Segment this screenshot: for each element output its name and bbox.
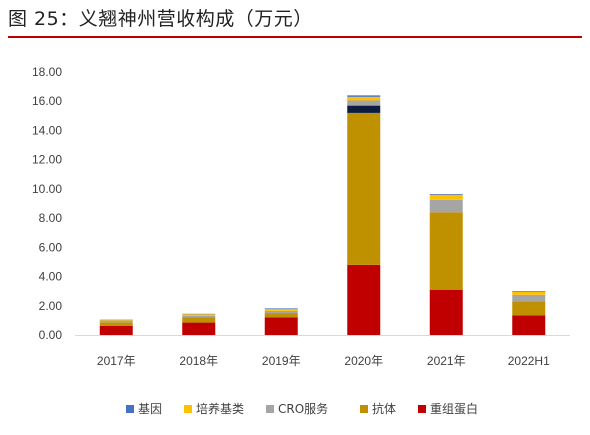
bar-segment — [512, 291, 546, 295]
bar-segment — [264, 308, 298, 310]
y-tick-label: 8.00 — [39, 211, 63, 225]
y-tick-label: 14.00 — [32, 123, 62, 137]
bar-segment — [429, 194, 463, 195]
bar-segment — [512, 291, 546, 292]
bar-segment — [429, 289, 463, 335]
y-tick-label: 10.00 — [32, 182, 62, 196]
bar-segment — [347, 96, 381, 101]
title-divider — [8, 36, 582, 38]
bar-segment — [264, 317, 298, 335]
x-tick-label: 2019年 — [262, 354, 301, 368]
bar-segment — [264, 313, 298, 318]
bar-segment — [99, 325, 133, 335]
bar-segment — [182, 315, 216, 318]
bar-segment — [182, 314, 216, 316]
bar-segment — [429, 199, 463, 213]
legend-swatch — [360, 405, 368, 413]
x-tick-label: 2018年 — [179, 354, 218, 368]
bar-segment — [347, 95, 381, 97]
bar-segment — [264, 309, 298, 311]
bar-segment — [347, 264, 381, 335]
legend-label: 抗体 — [372, 401, 396, 416]
bar-segment — [347, 100, 381, 106]
bar-segment — [182, 322, 216, 335]
legend-swatch — [266, 405, 274, 413]
x-tick-label: 2021年 — [427, 354, 466, 368]
bar-segment — [99, 320, 133, 323]
y-tick-label: 4.00 — [39, 270, 63, 284]
bar-segment — [347, 112, 381, 265]
bar-segment — [182, 317, 216, 323]
bar-segment — [512, 315, 546, 335]
bar-segment — [99, 322, 133, 326]
legend-label: 重组蛋白 — [430, 401, 478, 416]
x-tick-label: 2020年 — [344, 354, 383, 368]
y-tick-label: 6.00 — [39, 240, 63, 254]
bar-segment — [429, 212, 463, 290]
bar-segment — [99, 319, 133, 321]
legend-swatch — [126, 405, 134, 413]
y-tick-label: 2.00 — [39, 299, 63, 313]
x-tick-label: 2022H1 — [508, 354, 550, 368]
legend-swatch — [418, 405, 426, 413]
legend-swatch — [184, 405, 192, 413]
legend-label: 培养基类 — [196, 401, 244, 416]
y-tick-label: 0.00 — [39, 328, 63, 342]
bar-segment — [512, 294, 546, 302]
y-tick-label: 12.00 — [32, 153, 62, 167]
y-tick-label: 16.00 — [32, 94, 62, 108]
bar-segment — [264, 310, 298, 314]
legend-label: 基因 — [138, 402, 162, 416]
bar-segment — [347, 105, 381, 113]
y-tick-label: 18.00 — [32, 65, 62, 79]
legend-label: CRO服务 — [278, 401, 328, 416]
figure-title: 图 25：义翘神州营收构成（万元） — [8, 8, 313, 30]
bar-segment — [429, 194, 463, 200]
x-tick-label: 2017年 — [97, 354, 136, 368]
bar-segment — [512, 301, 546, 316]
